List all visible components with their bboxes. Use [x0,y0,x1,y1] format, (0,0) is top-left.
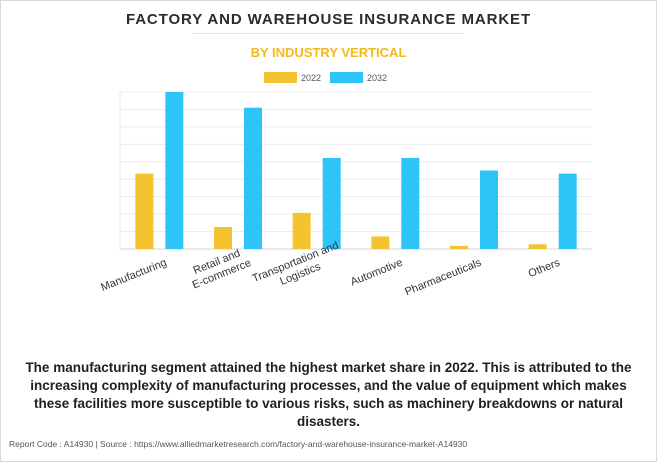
legend-label-2032: 2032 [367,72,388,83]
legend-item-2032[interactable]: 2032 [330,72,387,83]
x-tick-label-line: Automotive [349,257,405,289]
x-tick-label: Pharmaceuticals [403,256,483,298]
x-tick-label: Automotive [349,257,405,289]
legend: 2022 2032 [264,72,396,83]
legend-item-2022[interactable]: 2022 [264,72,321,83]
bar-2022-others[interactable] [528,244,547,249]
legend-swatch-2022 [264,72,297,83]
legend-label-2022: 2022 [301,72,322,83]
x-tick-label-line: Manufacturing [99,257,168,294]
bar-2022-automotive[interactable] [371,236,390,249]
bar-2032-others[interactable] [558,173,577,249]
bar-chart: Manufacturing Retail andE-commerceTranspo… [99,91,592,298]
chart-title: FACTORY AND WAREHOUSE INSURANCE MARKET [125,11,532,28]
bar-2032-transportation-and-logistics[interactable] [322,157,341,249]
x-tick-label-line: Others [527,256,563,280]
bar-2022-pharmaceuticals[interactable] [450,245,468,249]
bar-2032-retail-and-e-commerce[interactable] [244,107,262,249]
x-tick-label: Retail andE-commerce [186,245,253,292]
x-tick-label: Manufacturing [99,257,168,294]
bar-2032-pharmaceuticals[interactable] [480,170,498,250]
bar-2022-retail-and-e-commerce[interactable] [214,227,232,249]
bar-2022-transportation-and-logistics[interactable] [292,212,311,249]
chart-subtitle: BY INDUSTRY VERTICAL [250,45,407,60]
x-tick-label: Others [527,256,563,280]
bar-2032-manufacturing[interactable] [165,92,184,249]
title-divider [193,33,464,34]
bar-2022-manufacturing[interactable] [135,173,154,249]
bar-2032-automotive[interactable] [401,157,420,249]
chart-caption: The manufacturing segment attained the h… [25,360,632,429]
source-footer: Report Code : A14930 | Source : https://… [9,439,468,449]
legend-swatch-2032 [330,72,364,83]
x-tick-label-line: Pharmaceuticals [403,256,483,298]
